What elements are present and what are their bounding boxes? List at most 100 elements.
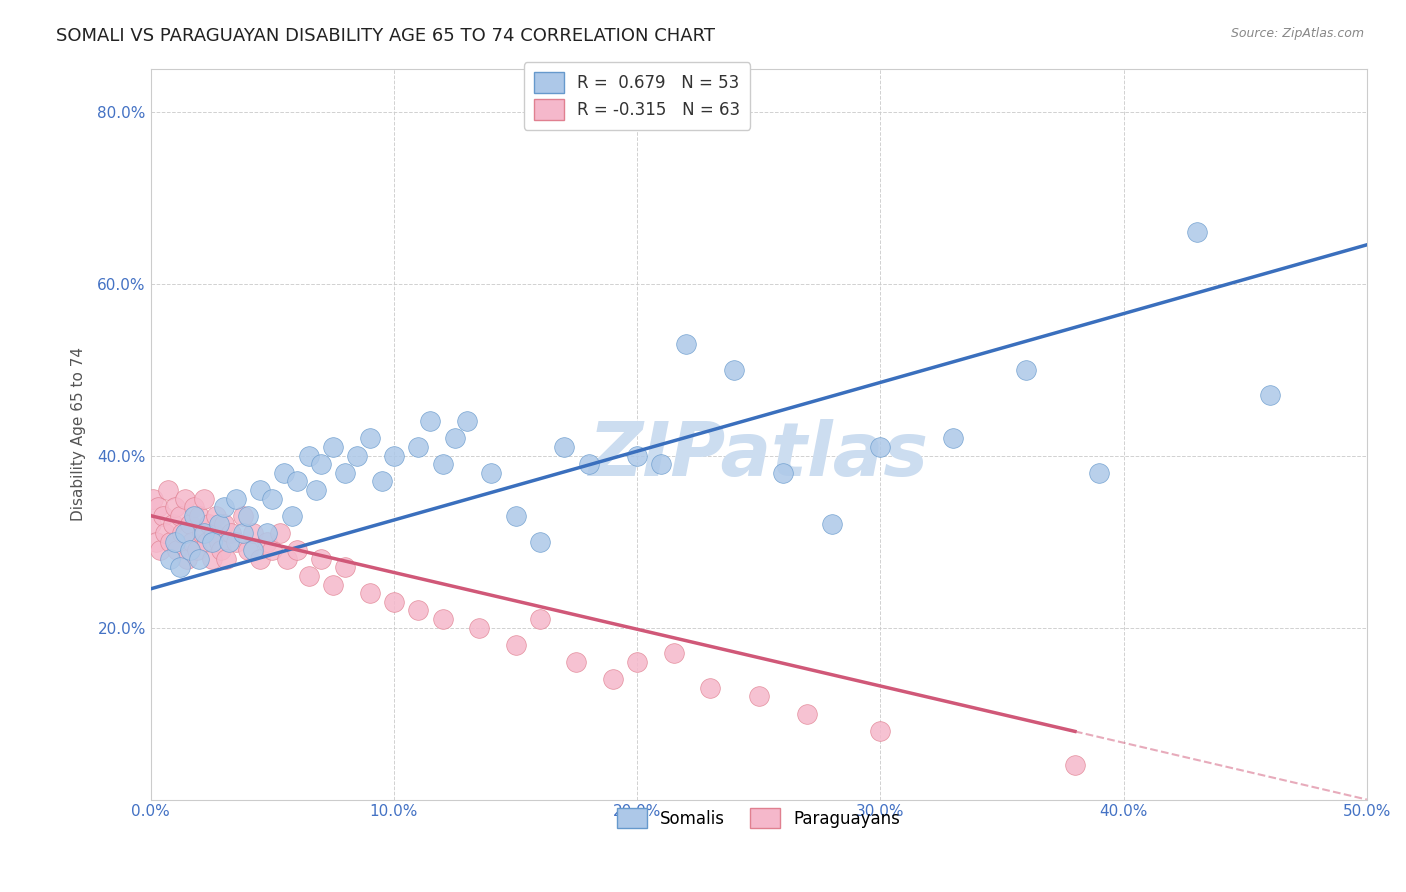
Point [181, 534, 204, 549]
Point [298, 449, 321, 463]
Point [1064, 758, 1087, 772]
Point [309, 457, 332, 471]
Point [186, 543, 208, 558]
Point [195, 534, 218, 549]
Point [166, 543, 188, 558]
Point [256, 525, 278, 540]
Point [173, 525, 195, 540]
Point [335, 466, 357, 480]
Point [456, 414, 478, 428]
Point [443, 431, 465, 445]
Point [232, 508, 254, 523]
Point [285, 543, 308, 558]
Point [723, 362, 745, 376]
Point [578, 457, 600, 471]
Point [193, 525, 215, 540]
Point [193, 491, 215, 506]
Point [359, 431, 381, 445]
Text: SOMALI VS PARAGUAYAN DISABILITY AGE 65 TO 74 CORRELATION CHART: SOMALI VS PARAGUAYAN DISABILITY AGE 65 T… [56, 27, 716, 45]
Point [699, 681, 721, 695]
Point [298, 569, 321, 583]
Point [869, 440, 891, 454]
Point [236, 508, 259, 523]
Point [505, 508, 527, 523]
Point [173, 491, 195, 506]
Point [215, 551, 238, 566]
Point [183, 508, 205, 523]
Point [602, 672, 624, 686]
Point [242, 543, 264, 558]
Point [179, 543, 201, 558]
Point [359, 586, 381, 600]
Point [406, 440, 429, 454]
Point [159, 534, 181, 549]
Point [675, 336, 697, 351]
Point [650, 457, 672, 471]
Point [208, 517, 231, 532]
Point [200, 534, 222, 549]
Point [152, 508, 174, 523]
Point [1185, 225, 1208, 239]
Point [276, 551, 298, 566]
Point [163, 534, 186, 549]
Point [772, 466, 794, 480]
Point [406, 603, 429, 617]
Point [553, 440, 575, 454]
Point [382, 595, 405, 609]
Point [159, 551, 181, 566]
Point [149, 543, 172, 558]
Point [156, 483, 179, 497]
Point [529, 534, 551, 549]
Point [236, 543, 259, 558]
Point [142, 491, 165, 506]
Point [748, 690, 770, 704]
Point [163, 500, 186, 515]
Point [285, 475, 308, 489]
Point [183, 500, 205, 515]
Point [176, 551, 198, 566]
Point [371, 475, 394, 489]
Point [155, 525, 177, 540]
Point [281, 508, 304, 523]
Point [146, 500, 169, 515]
Point [172, 525, 194, 540]
Point [869, 723, 891, 738]
Point [335, 560, 357, 574]
Point [256, 534, 278, 549]
Point [821, 517, 844, 532]
Point [468, 621, 491, 635]
Point [305, 483, 328, 497]
Point [1015, 362, 1038, 376]
Point [162, 517, 184, 532]
Point [1088, 466, 1111, 480]
Point [242, 525, 264, 540]
Point [505, 638, 527, 652]
Point [942, 431, 965, 445]
Point [382, 449, 405, 463]
Point [208, 534, 231, 549]
Point [145, 534, 167, 549]
Point [249, 551, 271, 566]
Point [322, 440, 344, 454]
Point [139, 517, 162, 532]
Point [432, 612, 454, 626]
Y-axis label: Disability Age 65 to 74: Disability Age 65 to 74 [72, 347, 86, 521]
Point [198, 517, 221, 532]
Point [529, 612, 551, 626]
Point [209, 543, 232, 558]
Legend: Somalis, Paraguayans: Somalis, Paraguayans [610, 801, 907, 835]
Point [212, 500, 235, 515]
Point [169, 560, 191, 574]
Point [1258, 388, 1281, 402]
Point [419, 414, 441, 428]
Point [269, 525, 291, 540]
Point [225, 491, 247, 506]
Point [565, 655, 588, 669]
Text: ZIPatlas: ZIPatlas [589, 419, 929, 492]
Point [626, 655, 648, 669]
Point [232, 525, 254, 540]
Point [249, 483, 271, 497]
Point [188, 551, 211, 566]
Point [432, 457, 454, 471]
Text: Source: ZipAtlas.com: Source: ZipAtlas.com [1230, 27, 1364, 40]
